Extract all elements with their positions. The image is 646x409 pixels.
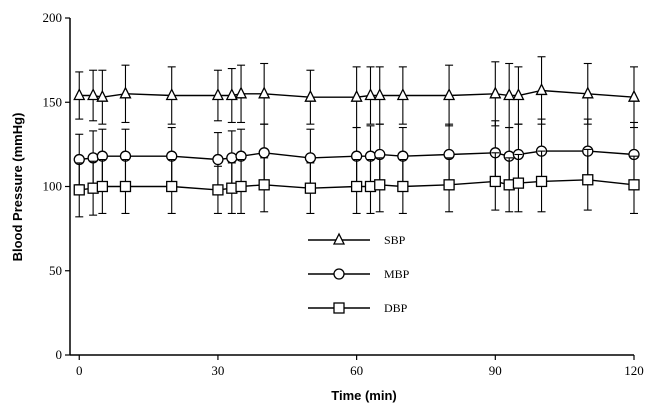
y-axis-title: Blood Pressure (mmHg) (10, 113, 25, 262)
triangle-marker (535, 83, 548, 96)
triangle-marker (489, 86, 502, 99)
square-marker (96, 180, 109, 193)
x-tick-label: 30 (211, 363, 224, 378)
triangle-marker (443, 88, 456, 101)
square-marker (304, 182, 317, 194)
x-tick-label: 120 (624, 363, 644, 378)
square-marker (364, 180, 377, 193)
square-marker (628, 179, 640, 191)
triangle-marker (96, 89, 109, 102)
square-marker (212, 184, 224, 196)
legend: SBP MBP DBP (308, 232, 410, 315)
legend-label: SBP (384, 233, 406, 247)
series-dbp (73, 148, 640, 218)
circle-marker (304, 152, 317, 164)
x-axis-title: Time (min) (331, 388, 397, 403)
square-marker (350, 180, 363, 193)
triangle-marker (73, 88, 86, 101)
square-marker (258, 179, 270, 191)
triangle-marker (234, 86, 248, 99)
square-marker (119, 180, 132, 193)
triangle-marker (373, 88, 386, 101)
triangle-marker (512, 88, 525, 101)
square-marker (374, 179, 386, 191)
triangle-marker (503, 88, 516, 101)
series-sbp (73, 56, 641, 129)
legend-item-sbp: SBP (308, 232, 406, 247)
y-tick-label: 150 (43, 94, 63, 109)
x-tick-label: 60 (350, 363, 363, 378)
square-marker (443, 179, 455, 191)
y-tick-label: 200 (43, 10, 63, 25)
legend-item-dbp: DBP (308, 301, 408, 315)
square-marker (73, 184, 85, 196)
series-layer (73, 56, 641, 218)
triangle-marker (119, 86, 132, 99)
legend-label: DBP (384, 301, 408, 315)
y-tick-label: 100 (43, 179, 63, 194)
circle-marker (226, 152, 238, 164)
triangle-marker (87, 88, 100, 101)
legend-label: MBP (384, 267, 410, 281)
square-marker (397, 180, 409, 193)
triangle-marker (225, 88, 238, 101)
triangle-marker (304, 89, 317, 102)
square-marker (166, 180, 178, 193)
circle-marker (212, 153, 224, 166)
axes: 0 50 100 150 200 0 30 60 90 120 (43, 10, 644, 378)
square-marker (235, 180, 247, 193)
circle-marker (258, 147, 270, 159)
square-marker (333, 302, 345, 314)
square-marker (512, 177, 525, 189)
x-tick-label: 0 (76, 363, 83, 378)
triangle-marker (258, 86, 271, 99)
triangle-marker (211, 88, 224, 101)
square-marker (503, 179, 515, 191)
y-tick-label: 50 (49, 263, 62, 278)
triangle-marker (165, 88, 178, 101)
square-marker (226, 182, 238, 194)
triangle-marker (627, 89, 641, 102)
circle-marker (333, 268, 345, 280)
legend-item-mbp: MBP (308, 267, 410, 281)
square-marker (87, 182, 99, 194)
triangle-marker (581, 86, 594, 99)
triangle-marker (332, 232, 346, 245)
square-marker (582, 174, 594, 186)
y-tick-label: 0 (56, 347, 63, 362)
triangle-marker (364, 88, 377, 101)
x-tick-label: 90 (489, 363, 502, 378)
triangle-marker (396, 88, 409, 101)
square-marker (535, 175, 548, 188)
square-marker (489, 175, 501, 188)
triangle-marker (350, 89, 363, 102)
